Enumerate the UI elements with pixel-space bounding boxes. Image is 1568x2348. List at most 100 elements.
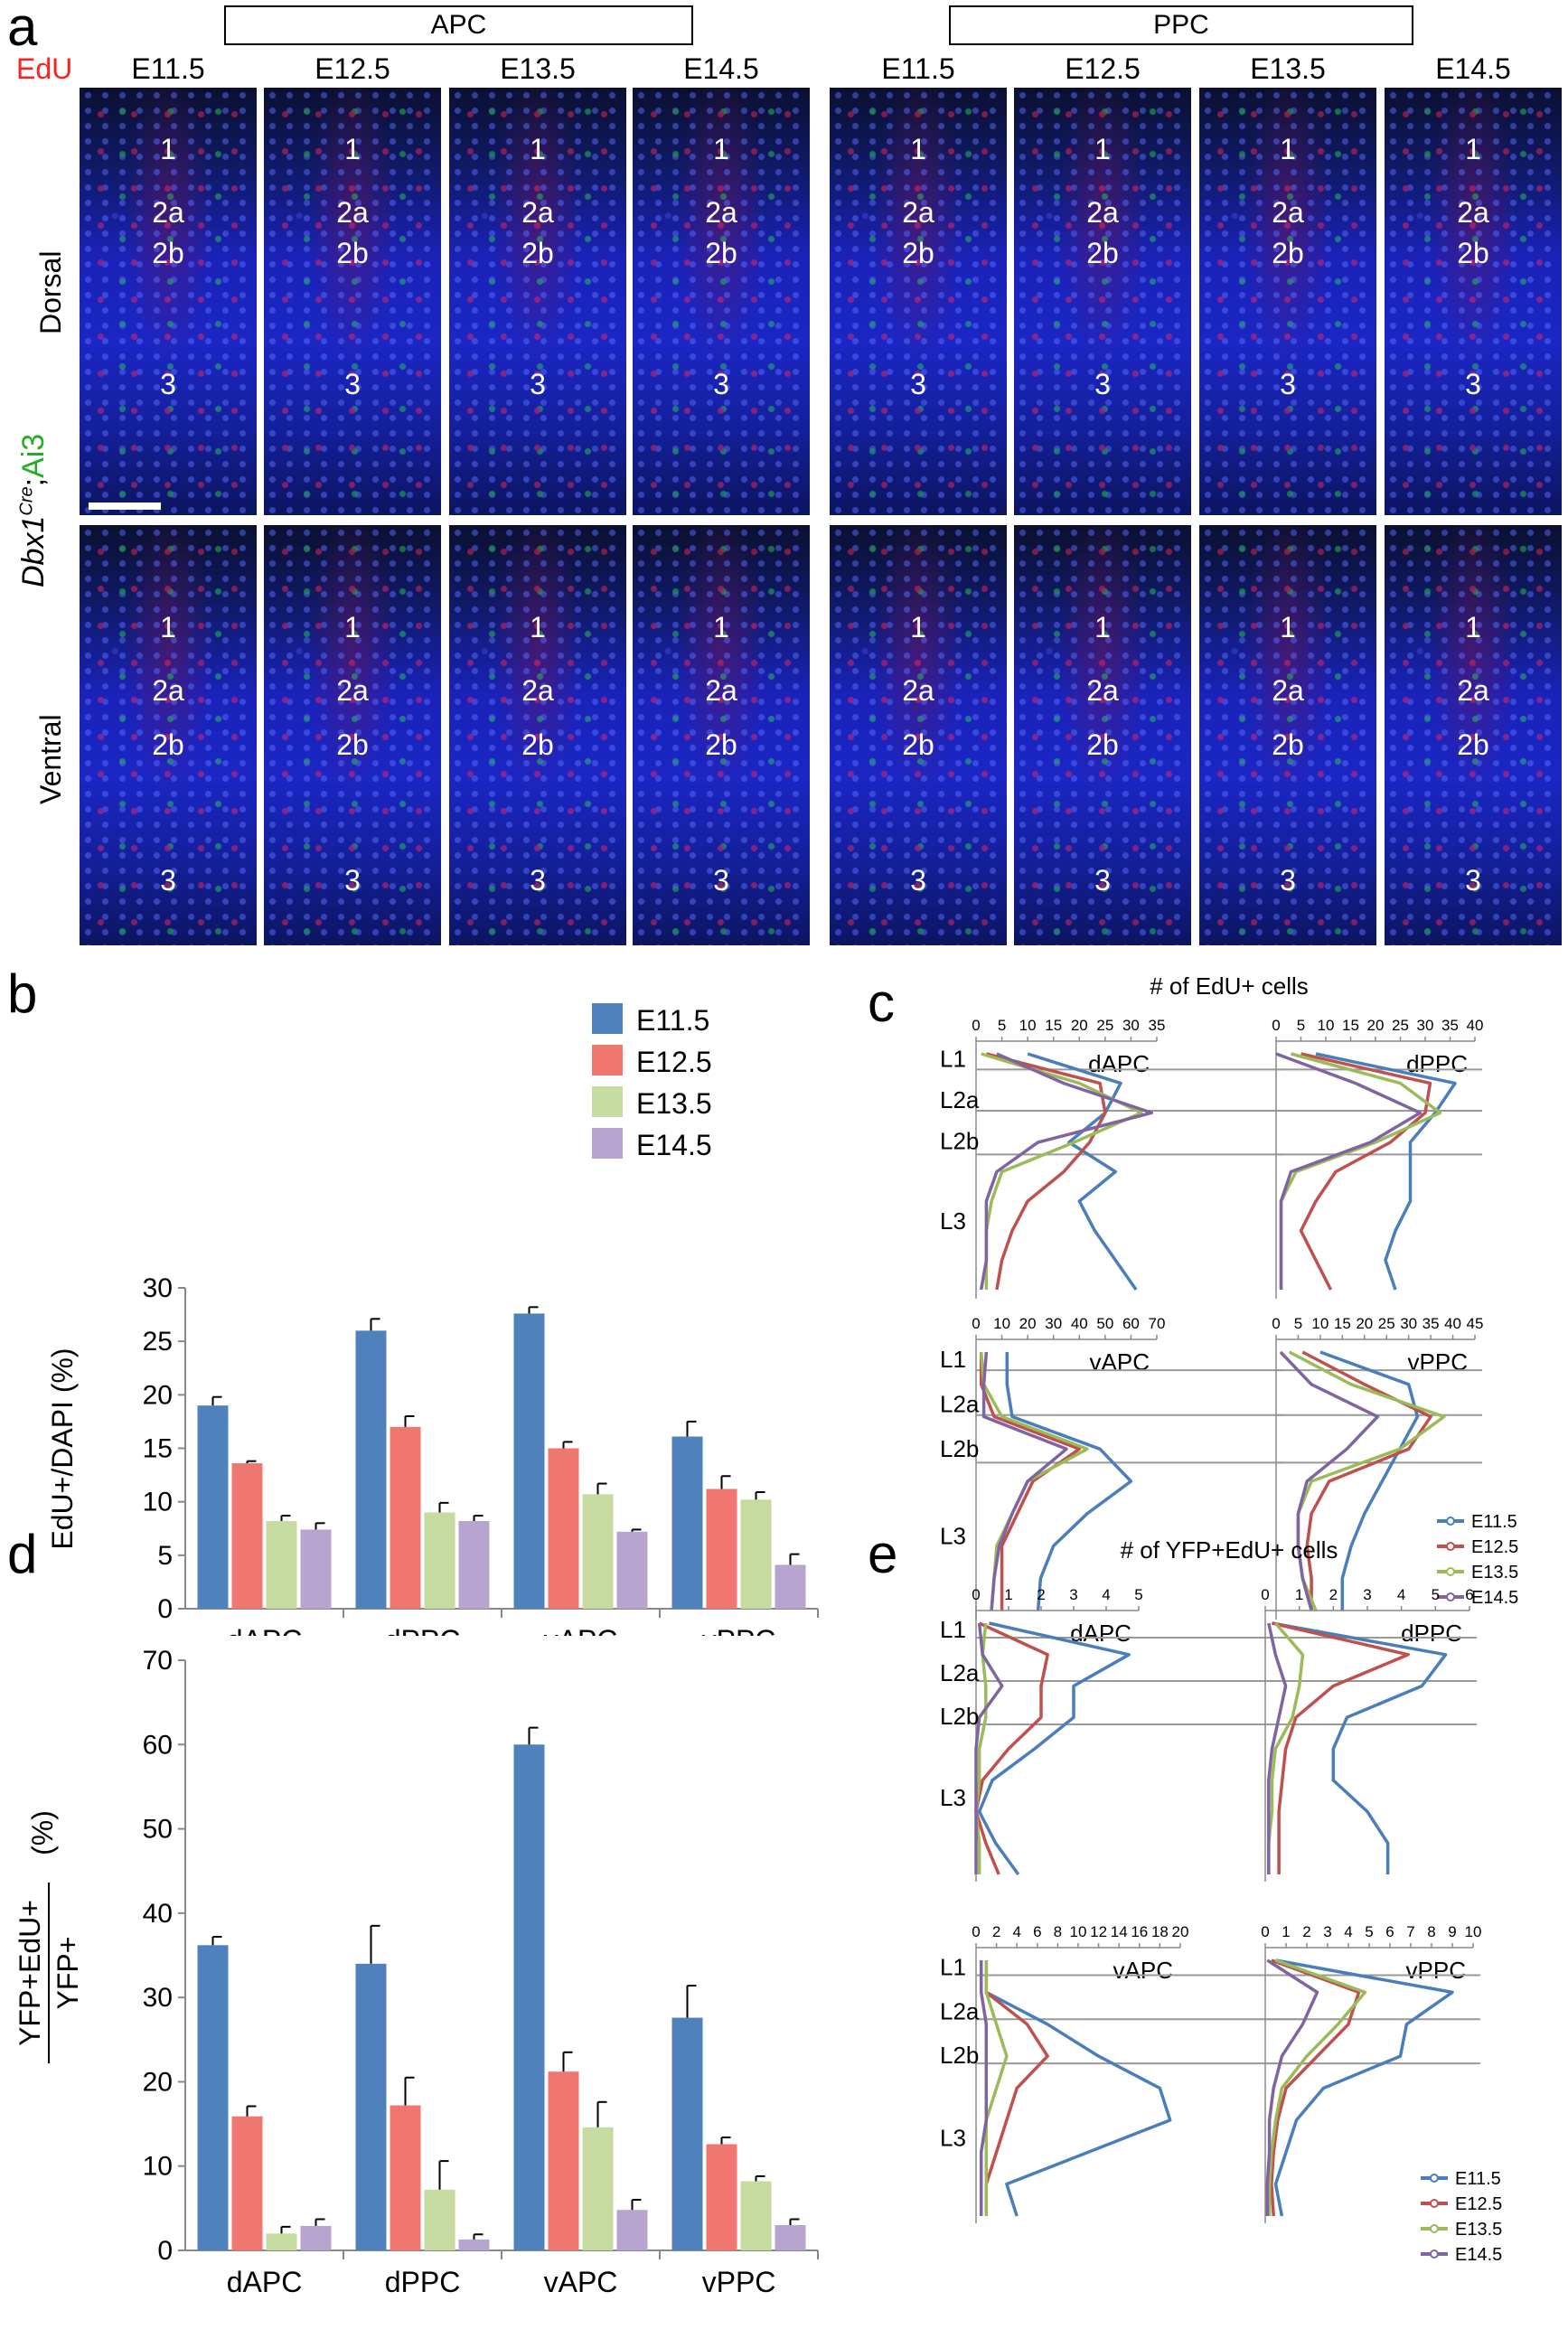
row-label-dorsal: Dorsal <box>34 250 67 334</box>
subplot-title-dPPC: dPPC <box>1401 1620 1462 1647</box>
bar-E13.5-vAPC <box>582 2127 614 2250</box>
bar-E14.5-vPPC <box>775 2225 806 2250</box>
layer-label-l2a: 2a <box>705 196 737 229</box>
y-label-denominator: YFP+ <box>52 1937 84 2010</box>
layer-label-l3: 3 <box>1280 864 1296 897</box>
layer-label-l2b: 2b <box>521 237 554 269</box>
profile-line-vPPC-E13.5 <box>1267 1958 1367 2216</box>
micrograph-dorsal-ppc-0: 1 2a 2b 3 <box>830 88 1007 515</box>
profile-line-vAPC-E12.5 <box>984 1960 1049 2216</box>
y-axis-label: EdU+/DAPI (%) <box>46 1348 79 1549</box>
x-tick-label: 0 <box>972 1923 980 1940</box>
y-tick-label: 50 <box>143 1815 173 1845</box>
legend-label-E12.5: E12.5 <box>1471 1537 1518 1557</box>
layer-label-l3: 3 <box>713 864 729 897</box>
legend-marker-E12.5 <box>1446 1542 1455 1551</box>
y-tick-label: 10 <box>143 1488 173 1517</box>
layer-label-l2a: 2a <box>521 196 554 229</box>
legend-marker-E13.5 <box>1430 2224 1439 2233</box>
bar-E13.5-dPPC <box>424 2189 455 2250</box>
layer-label-l2a: 2a <box>336 196 369 229</box>
layer-label-l1: 1 <box>1094 133 1111 165</box>
bar-E13.5-dAPC <box>266 2233 297 2250</box>
x-tick-label: 2 <box>1037 1586 1045 1603</box>
layer-label-l2b: 2b <box>1272 728 1304 761</box>
x-tick-label: 20 <box>1019 1315 1037 1332</box>
profile-line-vAPC-E14.5 <box>979 1960 989 2216</box>
y-tick-label: 30 <box>143 1983 173 2013</box>
layer-label-l1: 1 <box>530 133 546 165</box>
x-tick-label: 12 <box>1090 1923 1107 1940</box>
row-label-ventral: Ventral <box>34 714 67 804</box>
profile-line-vPPC-E14.5 <box>1265 1958 1319 2216</box>
layer-label-L3: L3 <box>940 1784 966 1811</box>
x-tick-label: dAPC <box>227 2266 303 2298</box>
bar-E14.5-dPPC <box>458 2239 490 2250</box>
micrograph-ventral-ppc-1: 1 2a 2b 3 <box>1014 525 1191 945</box>
apc-header: APC <box>224 5 693 45</box>
profile-line-vAPC-E13.5 <box>984 1960 1009 2216</box>
layer-label-l2b: 2b <box>705 237 737 269</box>
layer-label-l2b: 2b <box>1086 237 1119 269</box>
layer-label-L2b: L2b <box>940 2042 979 2069</box>
layer-label-L2b: L2b <box>940 1435 979 1462</box>
micrograph-ventral-ppc-2: 1 2a 2b 3 <box>1199 525 1376 945</box>
x-tick-label: 8 <box>1427 1923 1435 1940</box>
x-tick-label: dPPC <box>385 1624 461 1636</box>
age-label-apc-2: E13.5 <box>500 52 576 85</box>
bar-E11.5-dPPC <box>355 1330 387 1609</box>
ppc-header: PPC <box>949 5 1413 45</box>
micrograph-ventral-ppc-3: 1 2a 2b 3 <box>1385 525 1562 945</box>
layer-label-l2b: 2b <box>705 728 737 761</box>
layer-label-l3: 3 <box>530 368 546 400</box>
legend-marker-E12.5 <box>1430 2199 1439 2208</box>
layer-label-l2b: 2b <box>902 237 934 269</box>
layer-label-l2a: 2a <box>152 674 184 707</box>
layer-label-l3: 3 <box>344 864 361 897</box>
x-tick-label: 5 <box>998 1017 1006 1034</box>
x-tick-label: 4 <box>1397 1586 1405 1603</box>
layer-label-L3: L3 <box>940 2125 966 2152</box>
chart-title: # of YFP+EdU+ cells <box>1121 1536 1338 1564</box>
bar-E11.5-vPPC <box>671 1436 703 1609</box>
micrograph-dorsal-ppc-2: 1 2a 2b 3 <box>1199 88 1376 515</box>
edu-label: EdU <box>16 52 73 85</box>
x-tick-label: 2 <box>1302 1923 1310 1940</box>
micrograph-ventral-apc-0: 1 2a 2b 3 <box>80 525 257 945</box>
x-tick-label: dPPC <box>385 2266 461 2298</box>
x-tick-label: 0 <box>972 1315 980 1332</box>
layer-label-L1: L1 <box>940 1954 966 1981</box>
genotype-separator: ; <box>16 477 51 487</box>
x-tick-label: 3 <box>1069 1586 1077 1603</box>
y-tick-label: 30 <box>143 1273 173 1303</box>
age-label-ppc-2: E13.5 <box>1250 52 1326 85</box>
bar-E12.5-dAPC <box>231 1463 263 1609</box>
age-label-ppc-0: E11.5 <box>881 52 955 85</box>
layer-label-l3: 3 <box>1280 368 1296 400</box>
layer-label-l3: 3 <box>160 864 176 897</box>
layer-label-l1: 1 <box>344 133 361 165</box>
x-tick-label: vAPC <box>544 2266 618 2298</box>
profile-line-vAPC-E12.5 <box>979 1352 1082 1611</box>
micrograph-ventral-ppc-0: 1 2a 2b 3 <box>830 525 1007 945</box>
legend-label-E11.5: E11.5 <box>1471 1512 1517 1532</box>
bar-E12.5-dAPC <box>231 2116 263 2250</box>
profile-line-vAPC-E14.5 <box>981 1351 1068 1611</box>
layer-label-l1: 1 <box>530 611 546 643</box>
y-tick-label: 20 <box>143 1380 173 1410</box>
y-tick-label: 20 <box>143 2067 173 2097</box>
profile-line-vPPC-E11.5 <box>1273 1958 1454 2217</box>
layer-label-L2a: L2a <box>940 1086 980 1113</box>
y-tick-label: 40 <box>143 1899 173 1929</box>
subplot-title-vAPC: vAPC <box>1113 1957 1173 1984</box>
x-tick-label: vPPC <box>702 2266 776 2298</box>
subplot-title-vPPC: vPPC <box>1406 1957 1466 1984</box>
x-tick-label: 4 <box>1344 1923 1352 1940</box>
layer-label-L3: L3 <box>940 1207 966 1235</box>
layer-label-l2b: 2b <box>902 728 934 761</box>
x-tick-label: 1 <box>1282 1923 1290 1940</box>
micrograph-dorsal-apc-1: 1 2a 2b 3 <box>264 88 441 515</box>
x-tick-label: 25 <box>1392 1017 1409 1034</box>
layer-label-l2a: 2a <box>1457 196 1489 229</box>
layer-label-l2a: 2a <box>152 196 184 229</box>
